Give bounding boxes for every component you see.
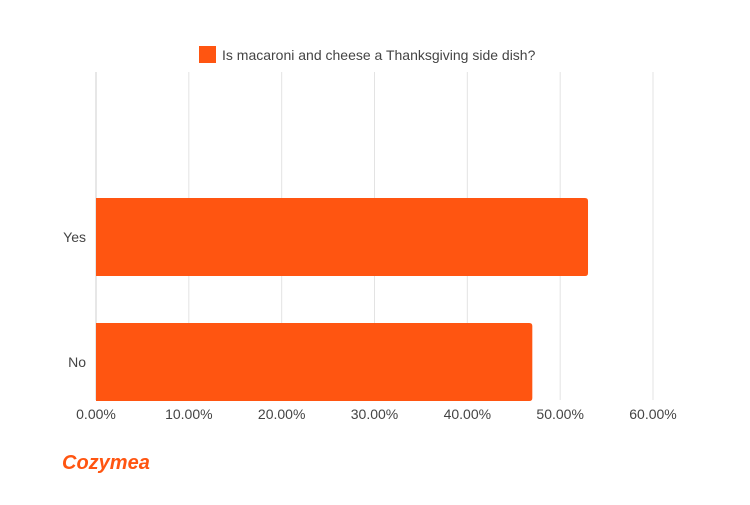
legend-label: Is macaroni and cheese a Thanksgiving si… xyxy=(222,47,536,63)
category-label: No xyxy=(68,354,86,370)
x-tick-label: 0.00% xyxy=(76,406,116,422)
legend: Is macaroni and cheese a Thanksgiving si… xyxy=(199,46,536,63)
logo-text: Cozymeal xyxy=(62,452,150,474)
bars xyxy=(96,198,589,401)
x-tick-label: 30.00% xyxy=(351,406,398,422)
cozymeal-logo: Cozymeal xyxy=(60,445,156,483)
x-tick-label: 40.00% xyxy=(444,406,491,422)
bar-no xyxy=(96,323,533,401)
x-tick-label: 60.00% xyxy=(629,406,676,422)
x-tick-label: 50.00% xyxy=(536,406,583,422)
legend-swatch xyxy=(199,46,216,63)
x-tick-label: 20.00% xyxy=(258,406,305,422)
bar-yes xyxy=(96,198,589,276)
category-label: Yes xyxy=(63,229,86,245)
x-tick-labels: 0.00% 10.00% 20.00% 30.00% 40.00% 50.00% 60.00… xyxy=(76,406,677,422)
x-tick-label: 10.00% xyxy=(165,406,212,422)
category-labels: Yes No xyxy=(63,229,86,370)
